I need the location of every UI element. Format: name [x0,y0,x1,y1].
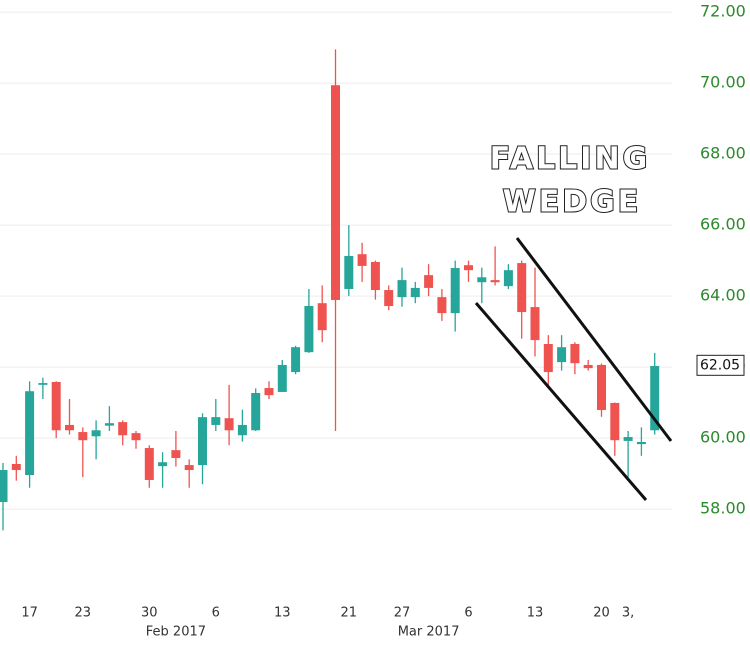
x-tick-label: 30 [141,606,158,621]
candle-body [583,364,593,369]
candle-body [91,430,101,437]
x-tick-label: 27 [394,606,411,621]
candle-body [277,364,287,392]
candle-body [530,307,540,341]
candle-body [211,417,221,425]
candle-body [0,470,8,502]
candle-body [570,344,580,364]
x-tick-label: 6 [464,606,472,621]
candle-body [51,381,61,431]
candle-body [237,424,247,436]
x-tick-label: 13 [527,606,544,621]
y-tick-label: 68.00 [700,144,746,163]
candle-body [198,417,207,466]
y-tick-label: 70.00 [700,73,746,92]
candle-body [317,303,327,331]
x-tick-label: 17 [21,606,38,621]
candle-body [437,297,447,314]
x-tick-label: 6 [212,606,220,621]
annotation: FALLING [490,142,650,177]
candle-body [304,306,314,353]
candle-body [397,280,407,298]
candle-body [184,465,194,471]
candle-body [384,290,394,307]
candle-body [410,287,420,298]
candle-body [251,392,261,431]
axes: 58.0060.0062.0064.0066.0068.0070.0072.00… [21,2,745,640]
annotation: WEDGE [503,185,642,220]
x-tick-label: 13 [274,606,291,621]
candle-body [25,391,35,476]
candle-body [331,85,340,300]
candle-body [357,254,367,266]
candle-body [543,344,553,373]
candle-body [264,388,274,396]
candle-body [503,270,513,287]
candle-body [38,383,48,385]
candle-body [118,422,128,436]
y-tick-label: 64.00 [700,286,746,305]
x-month-label: Mar 2017 [398,625,460,640]
x-tick-label: 20 [593,606,610,621]
candle-body [597,364,606,411]
wedge-upper-line [515,237,673,442]
last-value-label: 62.05 [700,357,740,373]
x-tick-label: 23 [75,606,92,621]
y-tick-label: 58.00 [700,499,746,518]
candle-body [291,347,301,373]
candle-body [171,450,181,458]
candle-body [131,433,141,441]
candle-body [450,268,460,314]
candle-body [65,424,74,431]
candles [0,49,660,531]
candle-body [464,265,473,271]
candle-body [623,437,633,441]
wedge-lower-line [474,302,648,501]
candle-body [477,277,487,283]
candle-body [424,275,434,288]
candle-body [144,448,154,480]
candle-body [610,402,620,441]
candle-body [517,263,527,313]
candle-body [557,347,567,363]
x-tick-label: 21 [341,606,358,621]
x-tick-label: 3, [622,606,634,621]
candle-body [636,441,646,445]
y-tick-label: 66.00 [700,215,746,234]
candle-body [344,255,354,289]
candle-body [490,280,500,283]
candle-body [650,366,660,431]
candle-body [11,464,21,471]
y-tick-label: 60.00 [700,428,746,447]
candle-body [104,423,114,426]
y-tick-label: 72.00 [700,2,746,21]
candle-body [158,462,168,467]
candle-body [370,261,380,291]
last-value-box [696,354,745,376]
x-month-label: Feb 2017 [146,625,206,640]
candle-body [78,432,88,441]
candle-body [224,418,234,431]
